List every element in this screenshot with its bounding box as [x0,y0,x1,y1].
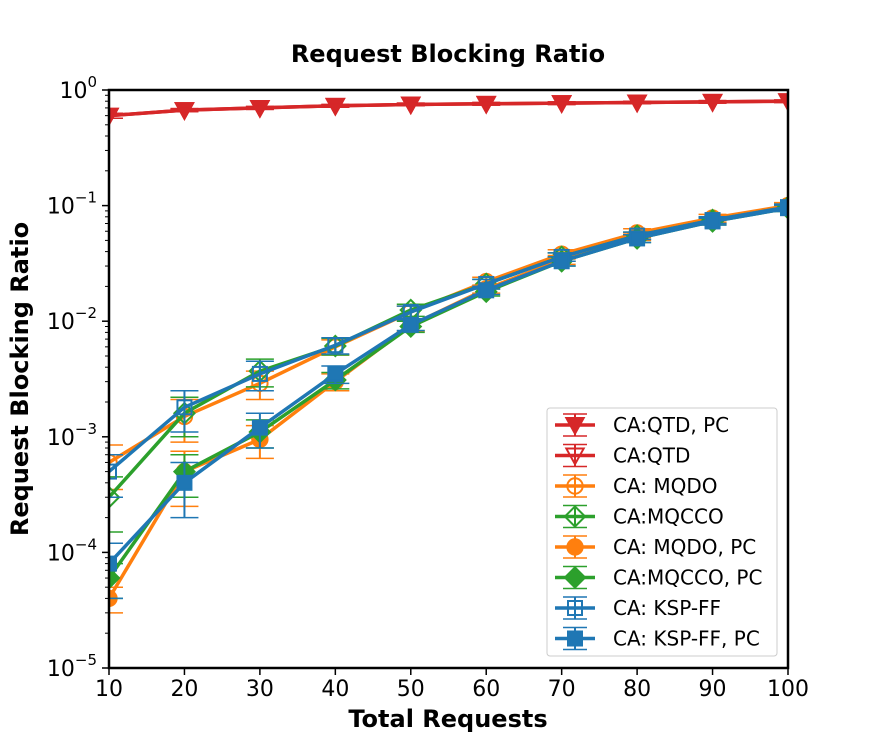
legend-marker [563,566,587,589]
series-1 [109,93,788,127]
data-point [176,399,193,416]
axes-frame [107,88,790,670]
legend-marker [566,477,584,495]
data-point [702,93,723,113]
data-point [553,253,570,270]
legend-entry: CA: MQDO [555,474,718,498]
data-point [626,94,648,114]
data-point [109,463,117,480]
legend-label: CA: KSP-FF, PC [613,627,760,651]
data-point [109,485,121,509]
legend-marker [567,630,583,647]
x-tick-label: 100 [767,677,809,702]
legend-label: CA:MQCCO [613,505,724,529]
series-line [109,99,788,118]
legend-entry: CA: MQDO, PC [555,535,756,559]
data-point [327,337,344,354]
data-point [174,102,195,121]
x-tick-label: 50 [397,677,425,702]
y-axis-label: Request Blocking Ratio [6,222,34,536]
legend-label: CA: MQDO [613,474,718,498]
legend-marker [564,417,586,436]
data-point [324,97,346,117]
x-tick-label: 30 [246,677,274,702]
data-point [780,200,788,217]
legend-marker [566,538,584,556]
legend-entry: CA: KSP-FF [555,596,721,620]
series-layer [109,93,788,614]
chart-title: Request Blocking Ratio [291,40,605,68]
data-point [327,365,344,382]
legend-entry: CA:QTD, PC [555,413,729,437]
legend-box [546,407,778,657]
data-point [704,213,721,230]
legend-label: CA:QTD [613,444,690,468]
data-point [176,474,193,491]
ticks-layer: 10 20 30 40 50 60 70 80 90 100 10−5 10−4 10−3 10−2 10−… [47,73,809,702]
data-point [251,419,268,436]
data-point [251,365,268,382]
data-point [109,555,117,572]
series-line [109,205,788,473]
data-point [478,282,495,299]
legend-marker [563,505,587,528]
legend-marker [564,447,586,467]
data-point [400,96,422,116]
y-tick-label: 100 [59,73,97,104]
legend-label: CA: MQDO, PC [613,535,756,559]
legend-entry: CA:QTD [555,444,690,468]
x-tick-label: 20 [170,677,198,702]
x-tick-label: 60 [472,677,500,702]
data-point [475,95,497,115]
legend: CA:QTD, PC CA:QTD CA: MQDO CA:MQCCO CA: MQDO… [546,407,778,657]
legend-label: CA: KSP-FF [613,596,721,620]
legend-entry: CA: KSP-FF, PC [555,627,760,651]
series-line [109,206,788,565]
data-point [109,566,121,590]
legend-entry: CA:MQCCO [555,505,724,529]
y-tick-label: 10−1 [47,189,97,220]
y-tick-label: 10−3 [47,420,97,451]
x-tick-label: 80 [623,677,651,702]
data-point [551,95,573,114]
data-point [109,107,120,127]
data-point [402,316,419,333]
series-7 [109,200,788,600]
x-axis-label: Total Requests [348,705,547,733]
data-point [777,93,788,112]
legend-marker [567,600,583,616]
legend-label: CA:MQCCO, PC [613,566,762,590]
y-tick-label: 10−4 [47,535,97,566]
x-tick-label: 40 [321,677,349,702]
x-tick-label: 70 [548,677,576,702]
data-point [249,99,271,119]
y-tick-label: 10−2 [47,304,97,335]
y-tick-label: 10−5 [47,651,97,682]
legend-label: CA:QTD, PC [613,413,729,437]
legend-entry: CA:MQCCO, PC [555,566,762,590]
x-tick-label: 10 [95,677,123,702]
data-point [629,230,646,247]
x-tick-label: 90 [699,677,727,702]
